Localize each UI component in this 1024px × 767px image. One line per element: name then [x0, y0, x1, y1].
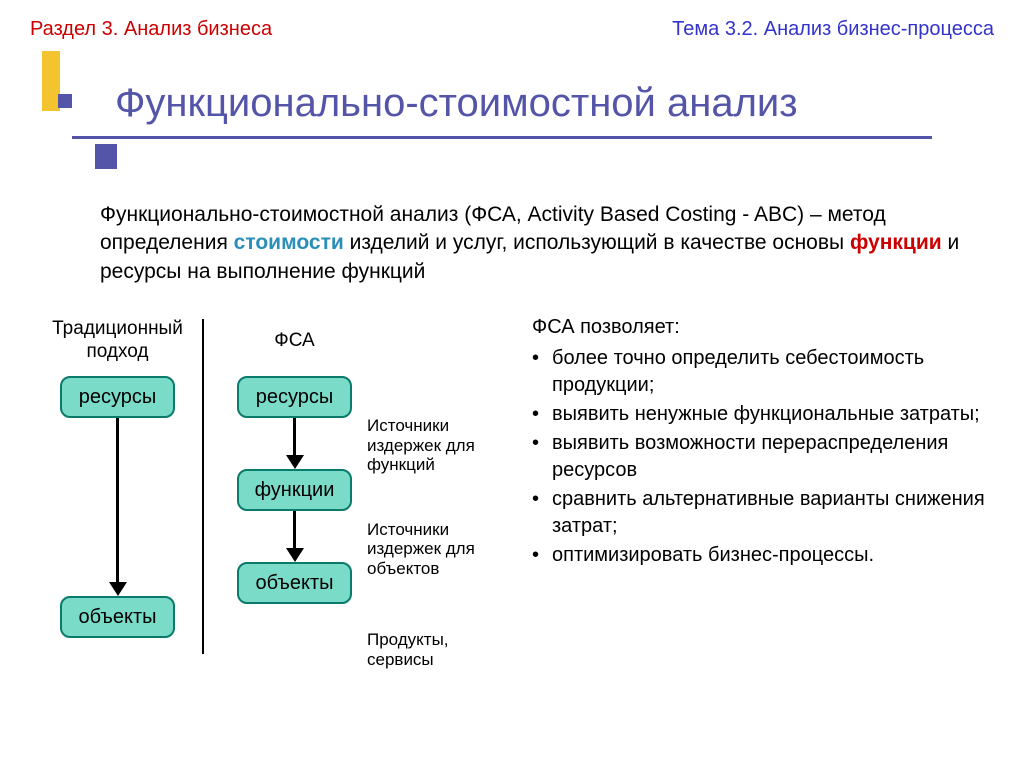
def-cost-keyword: стоимости [234, 231, 344, 254]
bullets-title: ФСА позволяет: [532, 314, 994, 341]
definition-paragraph: Функционально-стоимостной анализ (ФСА, A… [100, 201, 964, 286]
page-title: Функционально-стоимостной анализ [115, 81, 798, 126]
def-mid: изделий и услуг, использующий в качестве… [344, 231, 850, 254]
traditional-column: Традиционный подход ресурсы объекты [45, 314, 190, 679]
bullet-mark-icon: • [532, 430, 552, 484]
trad-node-resources: ресурсы [60, 376, 175, 418]
bullet-item: •оптимизировать бизнес-процессы. [532, 542, 994, 569]
def-func-keyword: функции [850, 231, 942, 254]
bullet-item: •сравнить альтернативные варианты снижен… [532, 486, 994, 540]
bullet-item: •более точно определить себестоимость пр… [532, 345, 994, 399]
bullets-column: ФСА позволяет: •более точно определить с… [497, 314, 994, 679]
bullet-mark-icon: • [532, 486, 552, 540]
content-row: Традиционный подход ресурсы объекты ФСА … [0, 314, 1024, 679]
fsa-node-resources: ресурсы [237, 376, 352, 418]
annot-3: Продукты, сервисы [367, 630, 497, 669]
trad-node-objects: объекты [60, 596, 175, 638]
bullet-mark-icon: • [532, 401, 552, 428]
annot-1: Источники издержек для функций [367, 416, 497, 475]
bullet-text: выявить возможности перераспределения ре… [552, 430, 994, 484]
bullet-text: выявить ненужные функциональные затраты; [552, 401, 980, 428]
fsa-arrow1-head [286, 455, 304, 469]
fsa-column: ФСА ресурсы функции объекты [222, 314, 367, 679]
annot-2: Источники издержек для объектов [367, 520, 497, 579]
annotations-column: Источники издержек для функций Источники… [367, 314, 497, 679]
accent-purple-square-mid [95, 144, 117, 169]
bullet-mark-icon: • [532, 345, 552, 399]
title-block: Функционально-стоимостной анализ [0, 76, 1024, 176]
bullet-item: •выявить ненужные функциональные затраты… [532, 401, 994, 428]
traditional-title: Традиционный подход [45, 314, 190, 368]
fsa-title: ФСА [274, 314, 314, 368]
fsa-node-functions: функции [237, 469, 352, 511]
trad-arrow-head [109, 582, 127, 596]
fsa-arrow2-head [286, 548, 304, 562]
bullet-item: •выявить возможности перераспределения р… [532, 430, 994, 484]
title-underline [72, 136, 932, 139]
bullet-text: более точно определить себестоимость про… [552, 345, 994, 399]
column-divider [202, 319, 204, 654]
bullet-text: оптимизировать бизнес-процессы. [552, 542, 874, 569]
fsa-node-objects: объекты [237, 562, 352, 604]
section-label: Раздел 3. Анализ бизнеса [30, 18, 272, 41]
bullet-mark-icon: • [532, 542, 552, 569]
accent-purple-square-top [58, 94, 72, 108]
fsa-arrow2-line [293, 511, 296, 549]
fsa-arrow1-line [293, 418, 296, 456]
trad-arrow-line [116, 418, 119, 583]
topic-label: Тема 3.2. Анализ бизнес-процесса [672, 18, 994, 41]
page-header: Раздел 3. Анализ бизнеса Тема 3.2. Анали… [0, 0, 1024, 41]
bullet-text: сравнить альтернативные варианты снижени… [552, 486, 994, 540]
